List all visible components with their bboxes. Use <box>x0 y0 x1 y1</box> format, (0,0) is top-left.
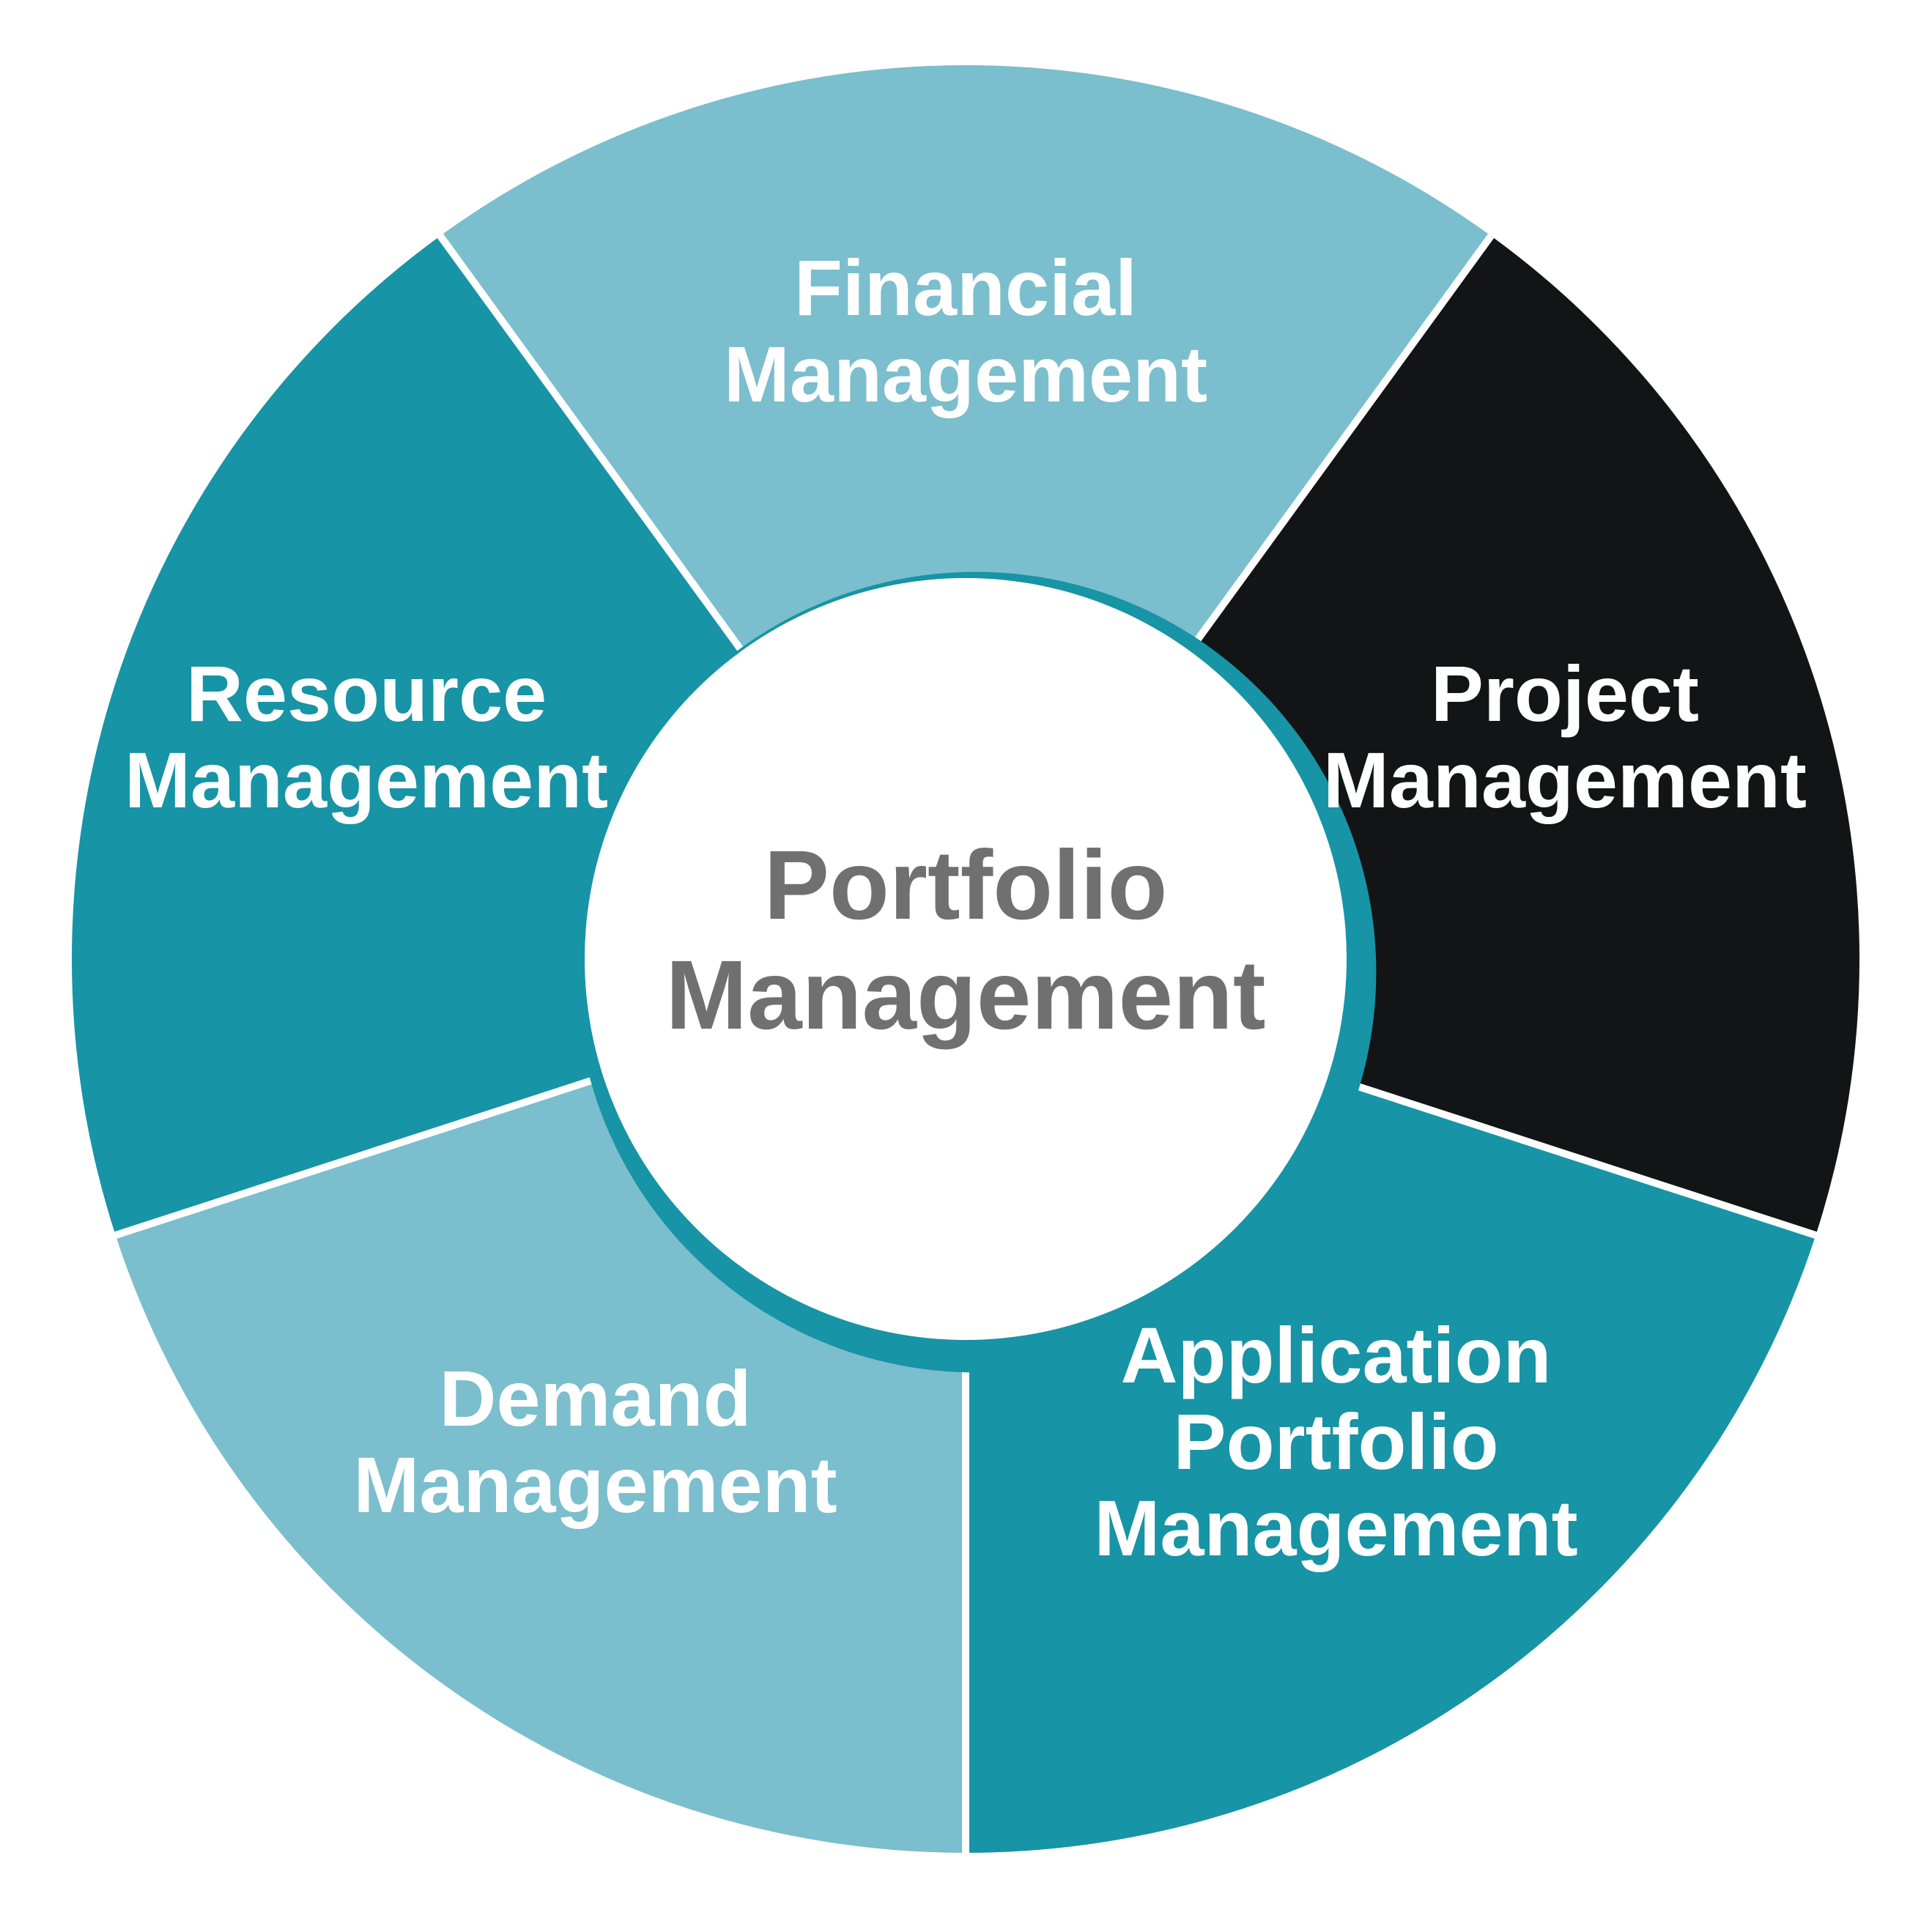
segment-label-resource: ResourceManagement <box>125 649 608 824</box>
segment-label-financial: FinancialManagement <box>724 243 1207 418</box>
donut-svg: FinancialManagementProjectManagementAppl… <box>0 0 1932 1918</box>
portfolio-donut-diagram: FinancialManagementProjectManagementAppl… <box>0 0 1932 1918</box>
